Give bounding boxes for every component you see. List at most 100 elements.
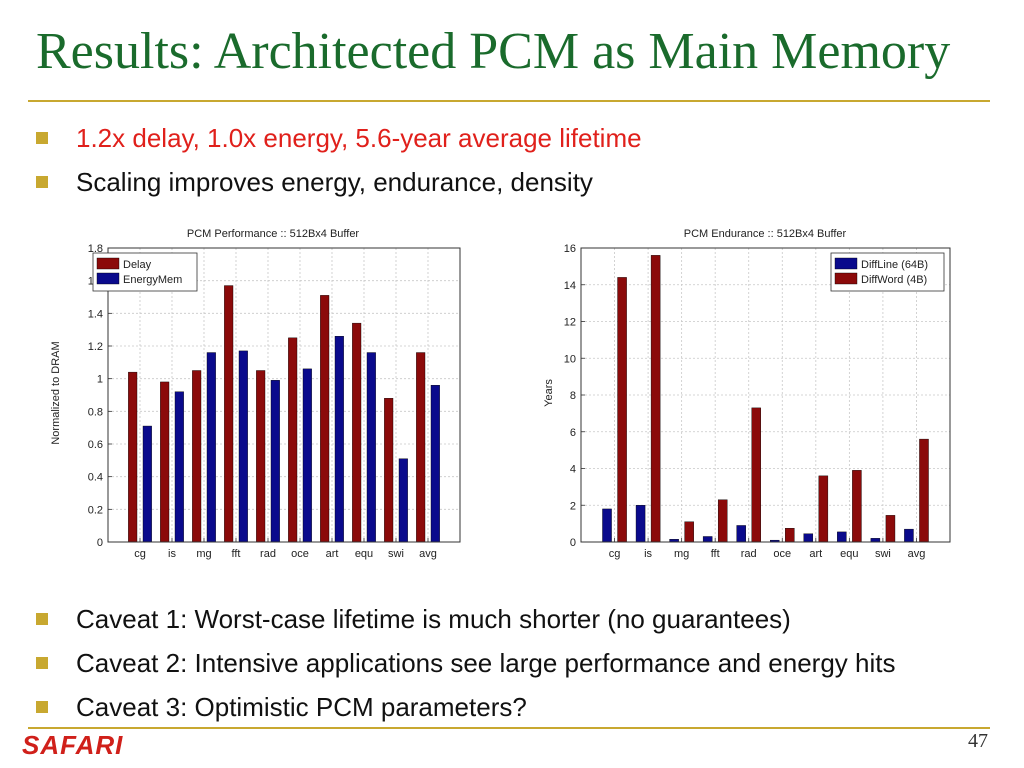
legend-label: DiffLine (64B) — [861, 259, 928, 271]
x-tick-label: oce — [773, 548, 791, 560]
chart-performance: PCM Performance :: 512Bx4 Buffer Normali… — [46, 222, 476, 572]
x-tick-label: rad — [260, 548, 276, 560]
y-tick-label: 10 — [564, 353, 576, 365]
x-tick-label: fft — [711, 548, 720, 560]
y-tick-label: 0 — [97, 537, 103, 549]
y-tick-label: 6 — [570, 427, 576, 439]
x-tick-label: art — [809, 548, 822, 560]
slide-title: Results: Architected PCM as Main Memory — [36, 23, 951, 80]
bar-diffword-4b — [684, 521, 694, 543]
y-tick-label: 0 — [570, 537, 576, 549]
bar-diffword-4b — [617, 277, 627, 543]
y-tick-label: 12 — [564, 317, 576, 329]
bar-diffword-4b — [785, 528, 795, 543]
legend-swatch — [834, 272, 858, 285]
x-tick-label: fft — [232, 548, 241, 560]
y-tick-label: 0.4 — [88, 472, 103, 484]
bullet-text: 1.2x delay, 1.0x energy, 5.6-year averag… — [76, 123, 642, 153]
safari-logo: SAFARI — [22, 730, 124, 760]
bar-delay — [288, 337, 298, 543]
footer-divider — [28, 727, 990, 729]
caveat-bullet-list: Caveat 1: Worst-case lifetime is much sh… — [36, 597, 895, 729]
bar-energymem — [302, 368, 312, 543]
bar-energymem — [398, 458, 408, 543]
y-tick-label: 1.2 — [88, 341, 103, 353]
bar-energymem — [430, 384, 440, 543]
x-tick-label: cg — [134, 548, 146, 560]
bar-diffline-64b — [837, 531, 847, 543]
y-axis-label: Normalized to DRAM — [50, 341, 62, 444]
bar-diffline-64b — [803, 533, 814, 543]
x-tick-label: rad — [741, 548, 757, 560]
bar-diffline-64b — [635, 505, 646, 543]
bullet-text: Scaling improves energy, endurance, dens… — [76, 167, 593, 197]
square-bullet-icon — [36, 657, 48, 669]
y-tick-label: 16 — [564, 243, 576, 255]
bar-energymem — [334, 335, 344, 543]
legend-label: DiffWord (4B) — [861, 274, 927, 286]
y-tick-label: 14 — [564, 280, 576, 292]
legend-label: EnergyMem — [123, 274, 182, 286]
y-tick-label: 8 — [570, 390, 576, 402]
bar-delay — [224, 285, 234, 543]
chart-title: PCM Endurance :: 512Bx4 Buffer — [684, 228, 847, 240]
y-tick-label: 0.2 — [88, 504, 103, 516]
bullet-item-caveat-1: Caveat 1: Worst-case lifetime is much sh… — [36, 597, 895, 641]
y-tick-label: 1.4 — [88, 308, 103, 320]
bar-diffword-4b — [751, 407, 761, 543]
x-tick-label: equ — [355, 548, 373, 560]
chart-endurance-svg: PCM Endurance :: 512Bx4 Buffer Years 0 2 4… — [543, 228, 951, 560]
bullet-text: Caveat 2: Intensive applications see lar… — [76, 648, 896, 678]
bar-delay — [352, 322, 362, 543]
bar-delay — [384, 398, 394, 543]
x-tick-label: mg — [674, 548, 689, 560]
bar-delay — [416, 352, 426, 543]
y-tick-label: 1 — [97, 374, 103, 386]
bar-diffline-64b — [602, 508, 612, 543]
bar-delay — [320, 295, 330, 543]
bar-diffword-4b — [650, 255, 661, 543]
title-divider — [28, 100, 990, 102]
plot-area: 00.20.40.60.811.21.41.61.8cgismgfftradoc… — [88, 243, 461, 560]
y-tick-label: 2 — [570, 500, 576, 512]
x-tick-label: swi — [388, 548, 404, 560]
chart-title: PCM Performance :: 512Bx4 Buffer — [187, 228, 360, 240]
bar-delay — [192, 370, 202, 543]
x-tick-label: swi — [875, 548, 891, 560]
bar-energymem — [270, 380, 280, 543]
bar-energymem — [238, 350, 248, 543]
x-tick-label: avg — [419, 548, 437, 560]
x-tick-label: is — [168, 548, 176, 560]
square-bullet-icon — [36, 176, 48, 188]
bar-diffword-4b — [717, 499, 728, 543]
legend-swatch — [96, 272, 120, 285]
y-axis-label: Years — [543, 379, 555, 407]
bullet-item-scaling: Scaling improves energy, endurance, dens… — [36, 160, 642, 204]
bullet-text: Caveat 3: Optimistic PCM parameters? — [76, 692, 527, 722]
bullet-item-caveat-3: Caveat 3: Optimistic PCM parameters? — [36, 685, 895, 729]
x-tick-label: art — [326, 548, 339, 560]
bar-diffword-4b — [919, 438, 929, 543]
legend-swatch — [96, 257, 120, 270]
square-bullet-icon — [36, 701, 48, 713]
bullet-text: Caveat 1: Worst-case lifetime is much sh… — [76, 604, 791, 634]
y-tick-label: 4 — [570, 464, 576, 476]
bar-delay — [256, 370, 266, 543]
bar-energymem — [206, 352, 216, 543]
x-tick-label: avg — [908, 548, 926, 560]
plot-frame — [580, 247, 951, 543]
y-tick-label: 0.8 — [88, 406, 103, 418]
x-tick-label: is — [644, 548, 652, 560]
x-tick-label: cg — [609, 548, 621, 560]
bar-energymem — [142, 425, 152, 543]
y-tick-label: 1.8 — [88, 243, 103, 255]
x-tick-label: mg — [196, 548, 211, 560]
bar-energymem — [174, 391, 184, 543]
y-tick-label: 0.6 — [88, 439, 103, 451]
bar-energymem — [366, 352, 376, 543]
bullet-item-summary: 1.2x delay, 1.0x energy, 5.6-year averag… — [36, 116, 642, 160]
legend-swatch — [834, 257, 858, 270]
bar-diffline-64b — [904, 528, 914, 543]
bar-diffword-4b — [818, 475, 829, 543]
bar-delay — [160, 381, 170, 543]
